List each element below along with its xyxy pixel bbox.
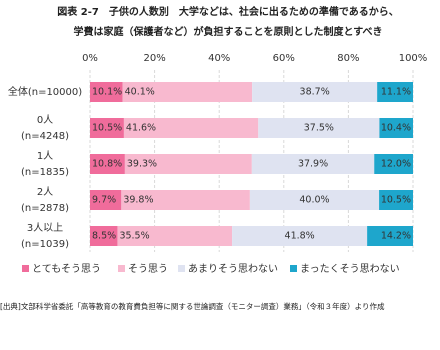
y-tick-label: 全体(n=10000)	[8, 85, 82, 98]
legend-label: とてもそう思う	[32, 263, 101, 275]
value-label: 35.5%	[119, 231, 149, 242]
legend-swatch	[22, 265, 29, 272]
x-tick-label: 80%	[337, 53, 359, 64]
value-label: 10.4%	[381, 123, 411, 134]
value-label: 10.1%	[92, 87, 122, 98]
bar-segment	[90, 190, 122, 210]
chart-title: 図表 2-7 子供の人数別 大学などは、社会に出るための準備であるから、	[57, 5, 398, 18]
bar-segment	[124, 154, 252, 174]
value-label: 39.3%	[127, 159, 157, 170]
bar-segment	[232, 226, 368, 246]
y-tick-label: (n=1835)	[21, 167, 69, 178]
value-label: 10.5%	[92, 123, 122, 134]
x-tick-label: 100%	[399, 53, 428, 64]
value-label: 38.7%	[300, 87, 330, 98]
value-label: 9.7%	[92, 195, 116, 206]
bar-segment	[123, 118, 259, 138]
legend-swatch	[290, 265, 297, 272]
bar-segment	[379, 118, 413, 138]
value-label: 12.0%	[381, 159, 411, 170]
y-tick-label: 0人	[37, 114, 53, 126]
x-tick-label: 60%	[273, 53, 295, 64]
bar-segment	[90, 118, 124, 138]
value-label: 40.1%	[125, 87, 155, 98]
bar-segment	[249, 190, 380, 210]
bar-segment	[377, 82, 413, 102]
y-tick-label: (n=4248)	[21, 131, 69, 142]
bar-segment	[251, 154, 375, 174]
bar-segment	[252, 82, 378, 102]
legend-label: あまりそう思わない	[188, 263, 278, 275]
bar-segment	[374, 154, 413, 174]
bar-segment	[117, 226, 233, 246]
bar-segment	[122, 82, 253, 102]
value-label: 11.1%	[381, 87, 411, 98]
bar-segment	[90, 154, 125, 174]
legend-swatch	[178, 265, 185, 272]
y-tick-label: 2人	[37, 186, 53, 198]
legend-swatch	[118, 265, 125, 272]
value-label: 40.0%	[299, 195, 329, 206]
y-tick-label: (n=1039)	[21, 239, 69, 250]
value-label: 10.8%	[92, 159, 122, 170]
bar-segment	[258, 118, 380, 138]
x-tick-label: 20%	[143, 53, 165, 64]
x-tick-label: 40%	[208, 53, 230, 64]
value-label: 8.5%	[92, 231, 116, 242]
bar-segment	[379, 190, 413, 210]
bar-segment	[90, 226, 118, 246]
value-label: 10.5%	[381, 195, 411, 206]
value-label: 39.8%	[123, 195, 153, 206]
bar-segment	[90, 82, 123, 102]
bar-segment	[121, 190, 250, 210]
y-tick-label: 3人以上	[27, 222, 63, 234]
y-tick-label: (n=2878)	[21, 203, 69, 214]
y-tick-label: 1人	[37, 150, 53, 162]
x-tick-label: 0%	[82, 53, 98, 64]
value-label: 41.8%	[285, 231, 315, 242]
legend-label: まったくそう思わない	[300, 263, 400, 275]
value-label: 37.5%	[304, 123, 334, 134]
value-label: 37.9%	[298, 159, 328, 170]
value-label: 41.6%	[126, 123, 156, 134]
chart-subtitle: 学費は家庭（保護者など）が負担することを原則とした制度とすべき	[74, 25, 383, 38]
legend-label: そう思う	[128, 263, 168, 275]
bar-segment	[367, 226, 413, 246]
source-note: [出典]文部科学省委託「高等教育の教育費負担等に関する世論調査（モニター調査）業…	[0, 301, 385, 311]
value-label: 14.2%	[381, 231, 411, 242]
